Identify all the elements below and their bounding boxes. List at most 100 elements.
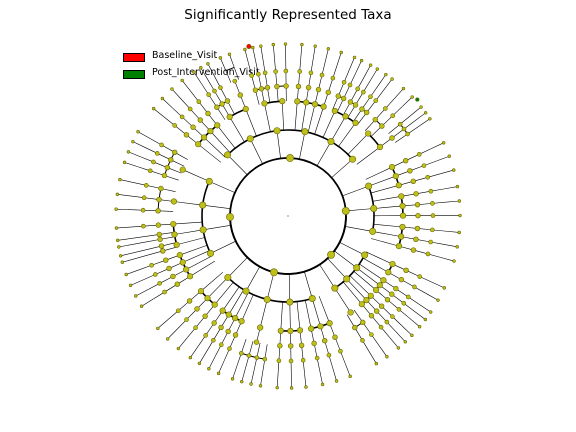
taxon-node [360, 338, 365, 343]
taxon-node [335, 93, 341, 99]
clade-branch [395, 133, 408, 143]
clade-branch [264, 344, 268, 360]
clade-branch [359, 263, 384, 281]
species-node [230, 377, 235, 381]
clade-branch [362, 257, 389, 273]
taxon-node [204, 295, 211, 302]
taxon-node [261, 100, 268, 107]
taxon-node [170, 220, 177, 228]
leaf-branch [137, 131, 151, 139]
leaf-branch [324, 48, 329, 63]
taxon-node [363, 109, 370, 116]
leaf-branch [116, 208, 131, 211]
species-node [124, 272, 128, 277]
taxon-node [199, 226, 207, 234]
taxon-node [378, 303, 385, 309]
species-node [243, 47, 247, 52]
clade-arc [226, 129, 354, 160]
clade-branch [227, 257, 248, 278]
leaf-branch [401, 325, 413, 336]
clade-branch [353, 271, 377, 291]
clade-branch [365, 166, 393, 180]
clade-branch [342, 281, 363, 305]
taxon-node [301, 128, 309, 136]
clade-branch [373, 223, 403, 228]
species-node [396, 346, 401, 350]
taxon-node [368, 312, 375, 319]
node-layer [114, 42, 462, 390]
species-node [151, 106, 156, 111]
taxon-node [162, 289, 167, 295]
taxon-node [338, 348, 343, 354]
clade-arc [179, 254, 191, 277]
taxon-node [238, 350, 244, 356]
species-node [192, 70, 196, 74]
taxon-node [389, 260, 396, 268]
taxon-node [258, 86, 265, 92]
species-node [368, 63, 373, 67]
clade-branch [334, 250, 357, 268]
leaf-branch [178, 337, 188, 349]
clade-branch [296, 301, 301, 331]
leaf-branch [241, 368, 246, 382]
clade-branch [176, 237, 205, 246]
clade-arc [164, 152, 176, 176]
species-node [160, 96, 165, 101]
leaf-branch [122, 254, 149, 263]
taxon-node [410, 247, 417, 253]
species-node [326, 47, 331, 51]
species-node [176, 346, 181, 351]
taxon-node [399, 202, 406, 210]
taxon-node [157, 281, 162, 286]
root-node [287, 215, 289, 217]
taxon-node [163, 257, 169, 263]
taxon-node [311, 340, 317, 347]
taxon-node [326, 352, 332, 358]
leaf-branch [332, 367, 337, 382]
figure-title: Significantly Represented Taxa [184, 7, 392, 23]
taxon-node [305, 84, 312, 91]
taxon-node [183, 132, 190, 138]
clade-branch [372, 196, 402, 202]
clade-branch [276, 130, 281, 159]
species-node [134, 294, 138, 298]
taxon-node [197, 117, 203, 123]
species-node [258, 384, 263, 388]
leaf-branch [250, 370, 255, 385]
taxon-node [342, 113, 349, 120]
taxon-node [159, 142, 164, 148]
clade-branch [370, 238, 400, 247]
taxon-node [232, 332, 239, 338]
clade-branch [345, 208, 374, 212]
taxon-node [384, 319, 390, 325]
leaf-branch [171, 88, 182, 100]
clade-branch [179, 244, 208, 256]
taxon-node [413, 236, 419, 243]
taxon-node [170, 198, 178, 205]
taxon-node [360, 319, 366, 326]
species-node [188, 355, 193, 360]
clade-branch [318, 296, 330, 324]
taxon-node [218, 342, 224, 348]
species-node [136, 130, 140, 134]
species-node [457, 230, 461, 235]
taxon-node [202, 313, 208, 319]
clade-branch [388, 123, 401, 134]
leaf-branch [124, 162, 138, 168]
clade-branch [366, 251, 393, 265]
clade-branch [327, 258, 347, 280]
clade-branch [304, 300, 312, 329]
taxon-node [331, 284, 339, 292]
legend-label-baseline: Baseline_Visit [152, 50, 218, 61]
taxon-node [425, 251, 431, 257]
taxon-node [349, 155, 357, 163]
taxon-node [341, 79, 347, 85]
leaf-branch [401, 96, 413, 107]
leaf-branch [141, 298, 154, 307]
species-node [458, 213, 462, 218]
taxon-node [164, 164, 171, 171]
taxon-node [417, 274, 423, 279]
clade-branch [259, 299, 268, 328]
species-node [114, 207, 118, 211]
leaf-branch [425, 293, 439, 301]
